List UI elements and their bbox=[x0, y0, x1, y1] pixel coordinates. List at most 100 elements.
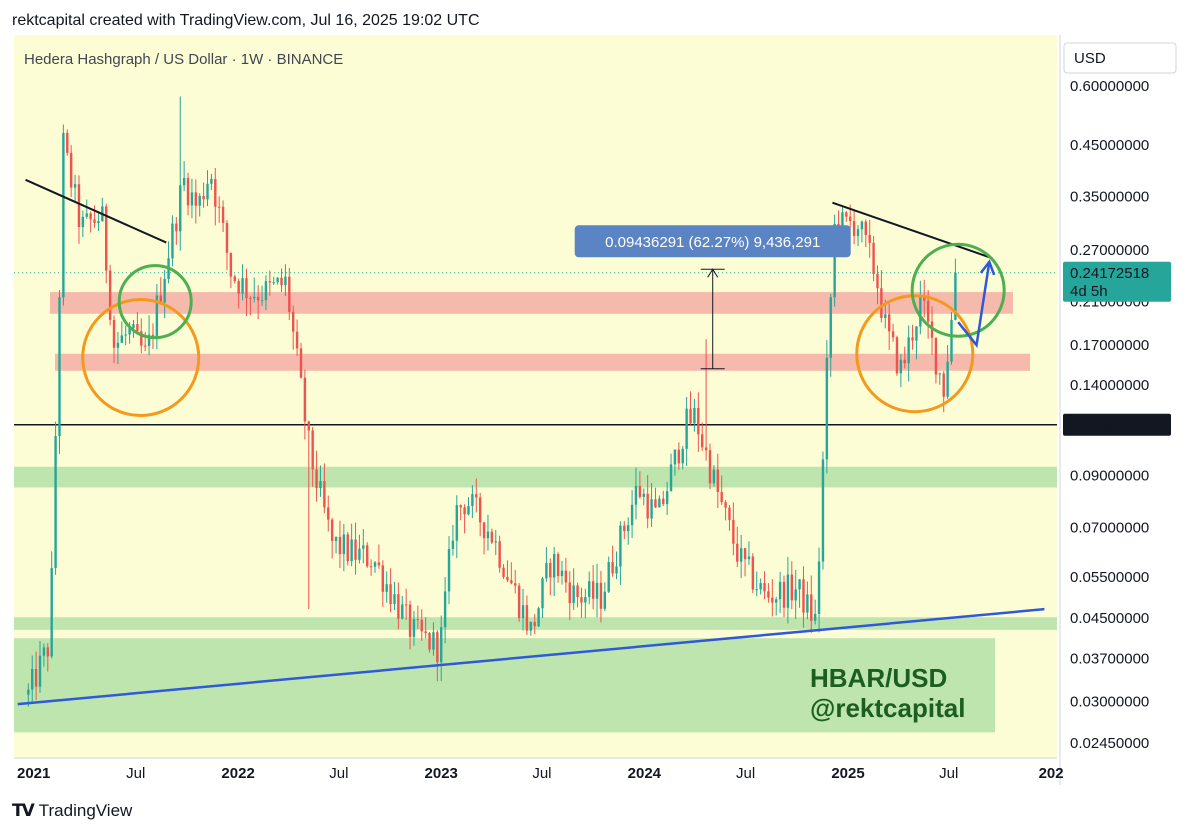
candle-body bbox=[206, 183, 209, 200]
price-axis[interactable] bbox=[1060, 35, 1200, 785]
candle bbox=[794, 569, 797, 620]
projection-arrow-head bbox=[979, 259, 996, 276]
candle-body bbox=[646, 493, 649, 519]
candle bbox=[623, 521, 626, 540]
candle-body bbox=[938, 373, 942, 375]
y-tick-label: 0.05500000 bbox=[1070, 569, 1149, 586]
candle-body bbox=[852, 221, 856, 237]
candle-body bbox=[704, 447, 708, 451]
candle-body bbox=[358, 548, 361, 560]
candle-body bbox=[260, 300, 264, 302]
green-circle[interactable] bbox=[117, 264, 193, 340]
candle-body bbox=[381, 565, 385, 592]
candle-body bbox=[443, 591, 447, 628]
candle bbox=[311, 426, 314, 487]
candle-body bbox=[163, 278, 166, 303]
candle-body bbox=[229, 252, 233, 277]
candle bbox=[646, 474, 649, 529]
candle bbox=[790, 561, 794, 610]
candle-body bbox=[599, 582, 603, 609]
candle-body bbox=[856, 229, 860, 237]
blue-support-trendline[interactable] bbox=[17, 607, 1045, 706]
candle bbox=[802, 566, 805, 628]
candle bbox=[229, 252, 233, 289]
candle-body bbox=[514, 583, 517, 586]
x-tick-label: 2021 bbox=[17, 765, 50, 782]
candle-body bbox=[408, 604, 412, 637]
candle-body bbox=[175, 223, 178, 232]
level-price-label: 0.11533779 bbox=[1070, 417, 1148, 434]
candle-body bbox=[249, 298, 252, 300]
candle-body bbox=[887, 314, 891, 332]
projection-arrow[interactable] bbox=[957, 261, 991, 349]
candle bbox=[767, 583, 770, 603]
candle-body bbox=[650, 499, 653, 519]
candle-body bbox=[478, 497, 482, 523]
orange-circle[interactable] bbox=[855, 294, 975, 414]
candle bbox=[478, 492, 482, 537]
candle bbox=[206, 170, 209, 207]
candle bbox=[284, 264, 287, 297]
candle bbox=[268, 270, 272, 296]
candle bbox=[950, 312, 953, 365]
candle-body bbox=[771, 597, 774, 603]
candle bbox=[147, 315, 151, 356]
candle bbox=[662, 490, 665, 507]
time-axis[interactable] bbox=[0, 758, 1057, 785]
candle bbox=[319, 465, 322, 497]
candle bbox=[260, 285, 264, 307]
candle bbox=[852, 210, 856, 245]
candle bbox=[34, 651, 38, 701]
candle-body bbox=[397, 594, 400, 619]
candle bbox=[864, 219, 868, 248]
y-tick-label: 0.35000000 bbox=[1070, 189, 1149, 206]
candle bbox=[821, 451, 825, 570]
candle bbox=[89, 211, 92, 233]
candle-body bbox=[658, 498, 661, 508]
candle-body bbox=[876, 273, 879, 289]
candle bbox=[455, 495, 459, 559]
candle bbox=[786, 556, 790, 624]
candle-body bbox=[560, 570, 564, 577]
y-tick-label: 0.02450000 bbox=[1070, 735, 1149, 752]
candle bbox=[186, 172, 190, 216]
candle-body bbox=[747, 556, 751, 560]
candle-body bbox=[245, 278, 248, 299]
candle-body bbox=[221, 206, 225, 223]
candle bbox=[471, 485, 474, 519]
candle bbox=[514, 569, 517, 594]
candle-body bbox=[642, 493, 645, 497]
candle-body bbox=[736, 543, 739, 562]
currency-box[interactable] bbox=[1063, 42, 1177, 74]
black-resistance-trendline[interactable] bbox=[25, 178, 167, 244]
candle bbox=[245, 268, 248, 316]
black-resistance-trendline[interactable] bbox=[832, 201, 992, 259]
y-tick-label: 0.09000000 bbox=[1070, 468, 1149, 485]
candle-body bbox=[194, 192, 198, 206]
x-tick-label: Jul bbox=[939, 765, 958, 782]
candle-body bbox=[330, 519, 334, 541]
orange-circle[interactable] bbox=[81, 298, 201, 418]
candle bbox=[541, 576, 544, 619]
candle-body bbox=[490, 531, 494, 543]
candle-body bbox=[89, 213, 92, 220]
candle bbox=[77, 175, 81, 244]
candle bbox=[463, 504, 466, 534]
y-tick-label: 0.45000000 bbox=[1070, 137, 1149, 154]
candle bbox=[934, 337, 938, 384]
candle-body bbox=[654, 499, 657, 508]
candle-body bbox=[334, 536, 338, 541]
candle-body bbox=[634, 485, 638, 505]
candle-body bbox=[720, 492, 723, 503]
candle-body bbox=[580, 597, 583, 603]
green-circle[interactable] bbox=[910, 242, 1006, 338]
candle bbox=[66, 129, 69, 156]
candle bbox=[638, 471, 642, 499]
candle bbox=[778, 571, 782, 613]
candle-body bbox=[81, 216, 85, 228]
candle-body bbox=[288, 276, 291, 312]
candle-body bbox=[775, 599, 778, 603]
candle-body bbox=[545, 562, 548, 579]
candle-body bbox=[315, 469, 318, 489]
